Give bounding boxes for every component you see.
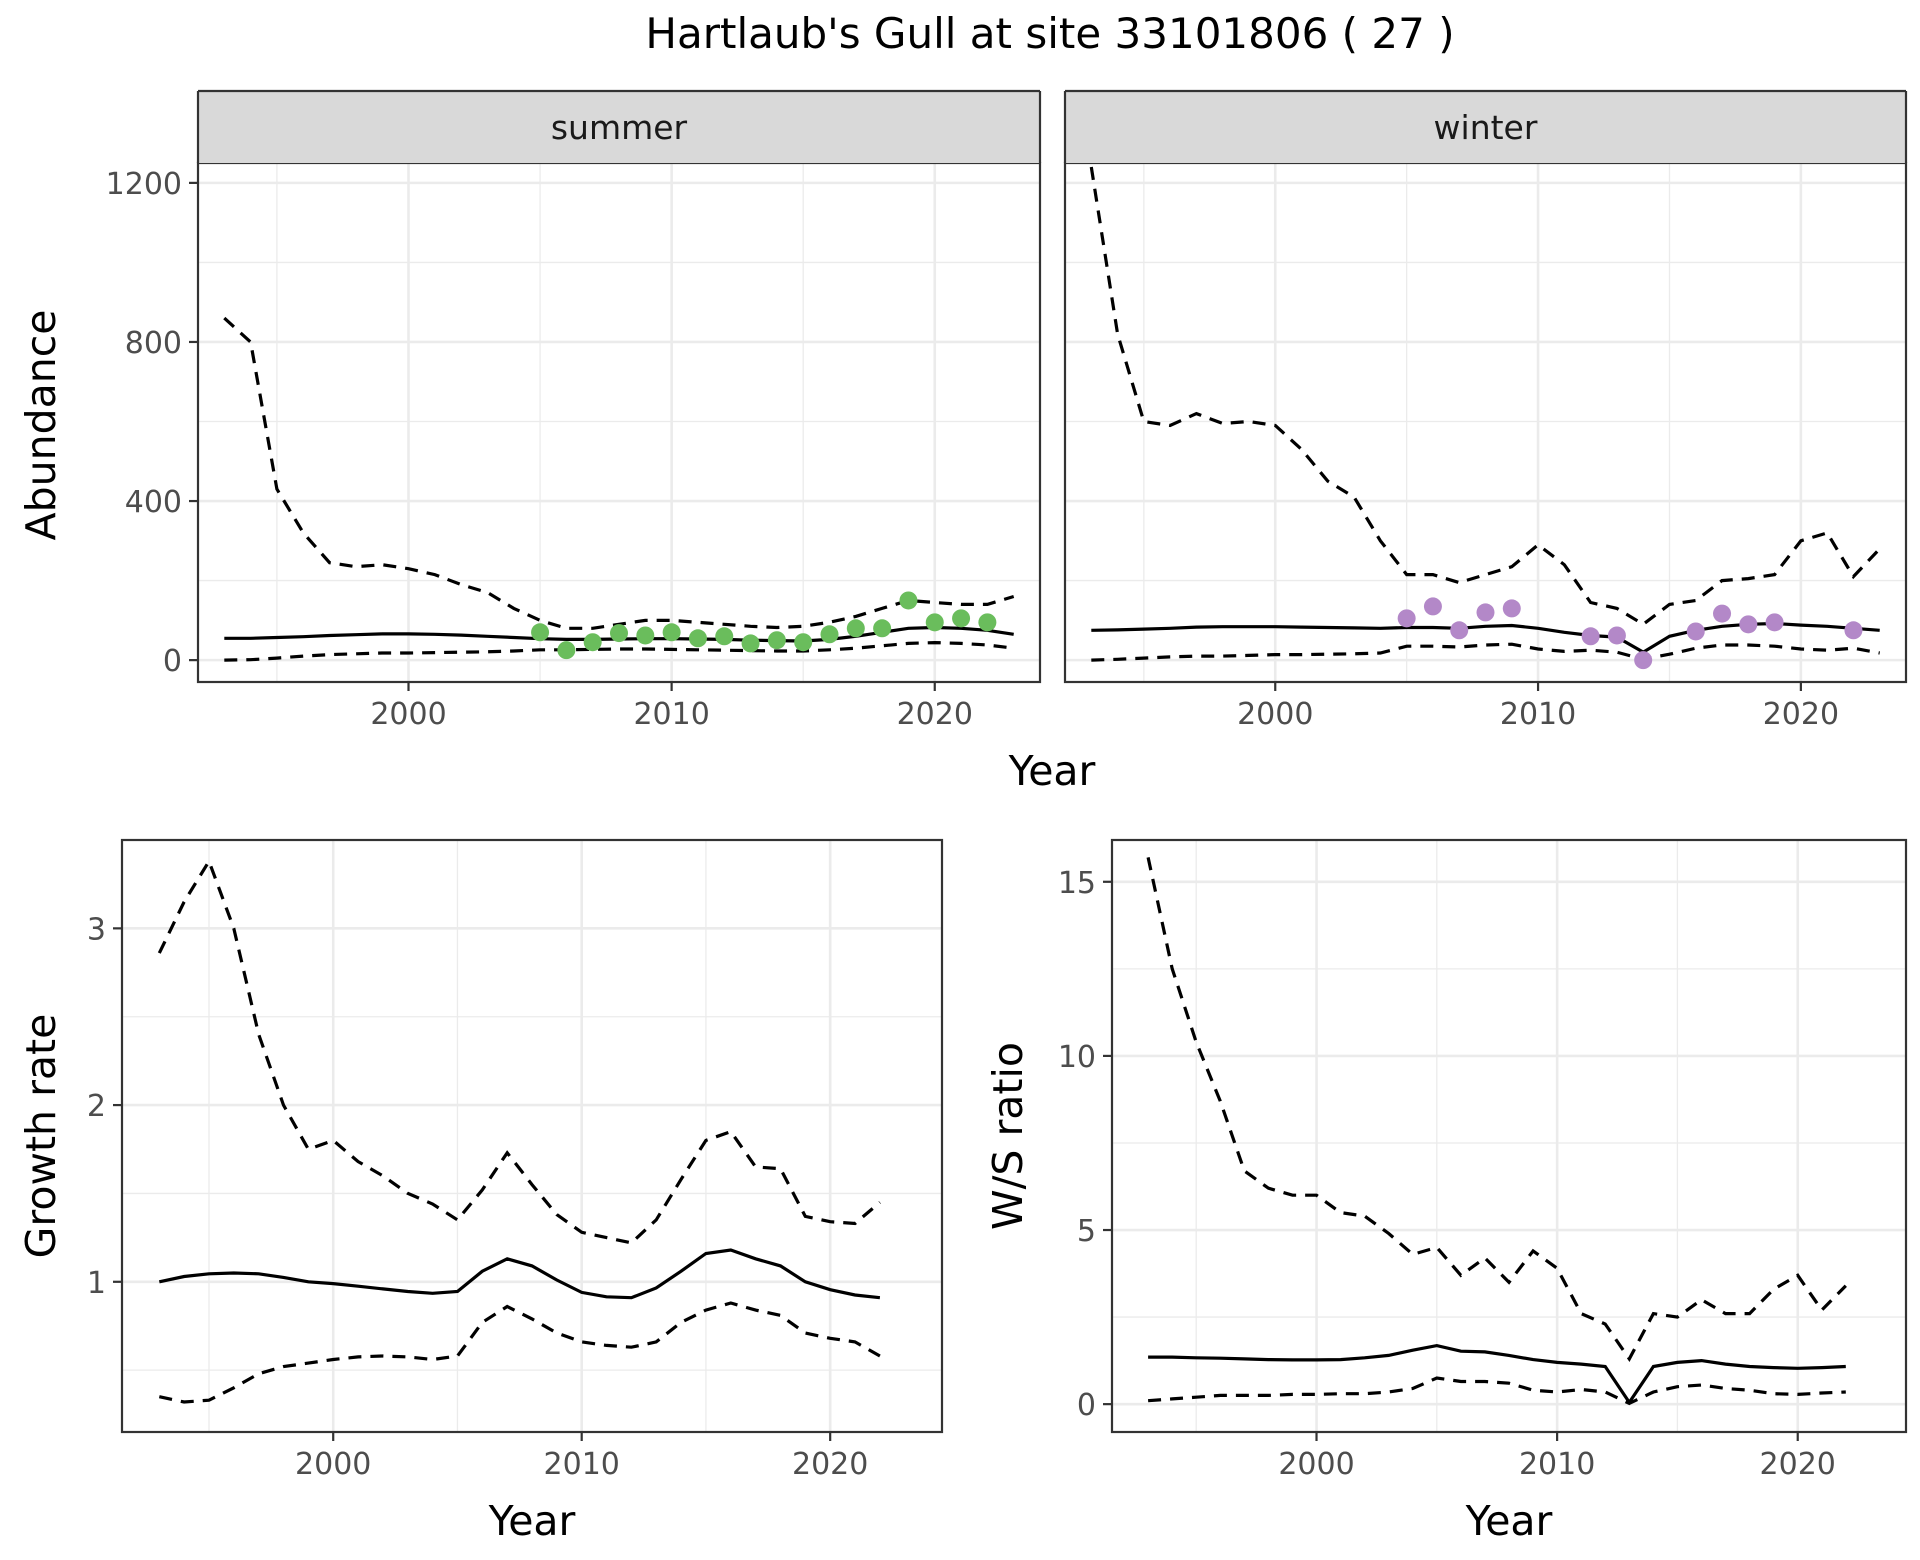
observed-point (1739, 615, 1758, 634)
observed-point (610, 624, 628, 643)
upper-bound-line (1089, 166, 1881, 627)
x-tick-label: 2010 (1500, 697, 1576, 732)
observed-point (899, 591, 918, 610)
observed-point (583, 633, 602, 652)
y-tick-label: 15 (1058, 866, 1096, 901)
lower-bound-line (224, 640, 1014, 662)
observed-point (952, 609, 971, 628)
x-tick-label: 2020 (792, 1447, 868, 1482)
mean-line (1148, 1343, 1846, 1406)
facet-strip (1065, 91, 1906, 163)
growth-rate-panel: 2000 2010 2020 1 2 3 (87, 838, 944, 1482)
observed-point (557, 641, 576, 660)
growth-x-axis-title: Year (488, 1497, 576, 1545)
figure-title: Hartlaub's Gull at site 33101806 ( 27 ) (645, 9, 1454, 58)
observed-point (1423, 597, 1442, 616)
x-tick-label: 2000 (1278, 1447, 1354, 1482)
lower-bound-line (1091, 642, 1880, 662)
abundance-y-axis-title: Abundance (17, 310, 65, 541)
x-tick-label: 2020 (1760, 1447, 1836, 1482)
observed-point (688, 629, 707, 648)
observed-point (715, 627, 734, 646)
abundance-x-axis-title: Year (1008, 747, 1096, 795)
growth-y-axis-title: Growth rate (17, 1014, 65, 1259)
observed-point (1765, 613, 1784, 632)
observed-point (820, 625, 839, 644)
observed-point (794, 633, 813, 652)
observed-point (767, 631, 786, 650)
facet-strip-label: winter (1434, 108, 1538, 147)
observed-point (873, 619, 892, 638)
observed-point (1713, 604, 1732, 623)
panel-border (120, 838, 944, 1434)
x-tick-label: 2000 (1237, 697, 1313, 732)
observed-point (1844, 621, 1863, 640)
observed-point (531, 623, 550, 642)
x-tick-label: 2010 (544, 1447, 620, 1482)
y-tick-label: 3 (87, 912, 106, 947)
x-tick-label: 2020 (897, 697, 973, 732)
lower-bound-line (1147, 1376, 1846, 1406)
y-tick-label: 1200 (106, 167, 182, 202)
mean-line (158, 1248, 881, 1300)
observed-point (1476, 603, 1495, 622)
observed-point (1397, 609, 1416, 628)
y-tick-label: 2 (87, 1089, 106, 1124)
upper-bound-line (157, 857, 881, 1245)
lower-bound-line (158, 1301, 881, 1404)
x-tick-label: 2020 (1763, 697, 1839, 732)
observed-point (741, 634, 760, 653)
panel-border (1110, 838, 1908, 1434)
x-tick-label: 2010 (1519, 1447, 1595, 1482)
abundance-panel-winter: 2000 2010 2020 winter (1063, 89, 1908, 732)
observed-point (1634, 651, 1653, 670)
ws-ratio-panel: 2000 2010 2020 0 5 10 15 (1058, 838, 1908, 1482)
observed-point (1450, 621, 1469, 640)
y-tick-label: 10 (1058, 1040, 1096, 1075)
observed-point (1502, 599, 1521, 618)
ws-y-axis-title: W/S ratio (984, 1042, 1032, 1230)
facet-strip-label: summer (551, 108, 688, 147)
observed-point (1607, 626, 1626, 645)
mean-line (1091, 621, 1880, 655)
y-tick-label: 800 (125, 326, 182, 361)
abundance-panel-summer: 2000 2010 2020 0 400 800 1200 summer (106, 89, 1042, 732)
x-tick-label: 2000 (370, 697, 446, 732)
y-tick-label: 1 (87, 1266, 106, 1301)
observed-point (1581, 627, 1600, 646)
observed-point (846, 619, 865, 638)
upper-bound-line (1146, 857, 1847, 1362)
observed-point (978, 613, 997, 632)
observed-point (925, 613, 944, 632)
y-tick-label: 0 (1077, 1388, 1096, 1423)
observed-point (662, 623, 681, 642)
y-tick-label: 0 (163, 644, 182, 679)
ws-x-axis-title: Year (1465, 1497, 1553, 1545)
x-tick-label: 2000 (295, 1447, 371, 1482)
x-tick-label: 2010 (633, 697, 709, 732)
y-tick-label: 400 (125, 485, 182, 520)
observed-point (1686, 622, 1705, 641)
y-tick-label: 5 (1077, 1214, 1096, 1249)
facet-strip (198, 91, 1040, 163)
observed-point (636, 626, 655, 645)
upper-bound-line (223, 316, 1015, 630)
